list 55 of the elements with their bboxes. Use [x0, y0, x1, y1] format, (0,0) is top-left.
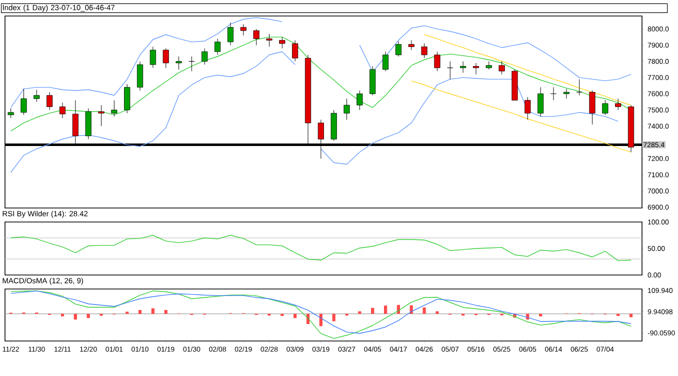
candlestick — [279, 36, 286, 49]
candlestick — [408, 40, 414, 50]
candlestick — [615, 98, 622, 110]
candlestick — [344, 98, 350, 120]
candlestick — [214, 38, 221, 56]
bar — [60, 314, 64, 316]
candlestick — [227, 22, 234, 46]
candlestick — [124, 84, 130, 114]
bar — [138, 310, 142, 314]
candlestick — [498, 61, 505, 75]
bar — [294, 314, 297, 318]
candlestick — [20, 88, 27, 116]
candlestick — [576, 78, 582, 96]
candlestick — [188, 56, 195, 72]
candlestick — [162, 48, 169, 68]
candlestick — [447, 61, 454, 80]
bar — [358, 311, 362, 314]
candlestick — [550, 87, 557, 100]
candlestick — [538, 87, 544, 117]
candlestick — [240, 24, 246, 36]
candlestick — [202, 48, 208, 65]
candlestick — [111, 100, 118, 117]
candlestick — [421, 43, 428, 58]
candlestick — [524, 96, 531, 120]
candlestick — [8, 108, 14, 118]
candlestick — [253, 28, 260, 46]
line-series — [10, 234, 632, 262]
bar — [384, 306, 388, 314]
candlestick — [589, 90, 596, 125]
bar — [371, 308, 374, 314]
candlestick — [59, 102, 66, 118]
candlestick — [292, 40, 298, 62]
candlestick — [602, 100, 608, 116]
bar — [436, 311, 439, 314]
candlestick — [434, 51, 440, 72]
bar — [86, 314, 90, 318]
bar — [332, 314, 336, 322]
bar — [74, 314, 77, 320]
candlestick — [46, 92, 53, 110]
bar — [539, 314, 542, 316]
candlestick — [382, 51, 389, 72]
candlestick — [150, 46, 156, 68]
candlestick — [460, 61, 466, 73]
candlestick — [472, 62, 480, 75]
bar — [422, 307, 426, 314]
bar — [151, 308, 154, 314]
candlestick — [136, 61, 144, 91]
bar — [164, 310, 168, 314]
candlestick — [563, 88, 570, 99]
candlestick — [266, 34, 272, 48]
candlestick — [98, 104, 104, 126]
candlestick — [34, 89, 40, 102]
candlestick — [176, 56, 182, 70]
candlestick — [395, 40, 402, 57]
candlestick — [356, 90, 363, 110]
